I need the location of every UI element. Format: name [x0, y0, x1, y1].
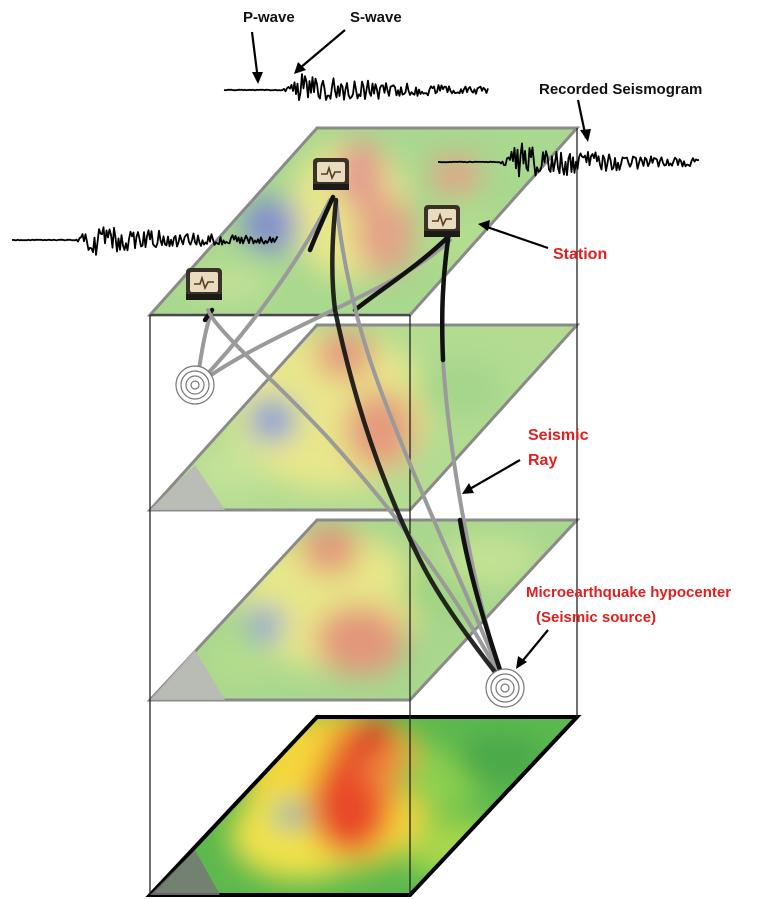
s-wave-label: S-wave [350, 9, 402, 26]
seismometer-station-icon [424, 205, 460, 237]
seismometer-station-icon [313, 158, 349, 190]
seismic-rays-deep-source [206, 197, 508, 688]
seismic-ray-label-line2: Ray [528, 452, 557, 469]
seismogram-right [437, 142, 700, 178]
seismic-ray-label-line1: Seismic [528, 427, 589, 444]
tomography-slice-deep [145, 715, 582, 897]
seismogram-left [11, 226, 279, 256]
concentric-rings-source-icon [485, 668, 525, 708]
seismometer-station-icon [186, 268, 222, 300]
hypocenter-label-line2: (Seismic source) [536, 609, 656, 626]
model-volume-box [149, 128, 578, 895]
leader-arrows [250, 29, 591, 669]
recorded-seismogram-label: Recorded Seismogram [539, 81, 702, 98]
station-label: Station [553, 246, 607, 263]
concentric-rings-source-icon [175, 365, 215, 405]
hypocenter-label-line1: Microearthquake hypocenter [526, 584, 731, 601]
p-wave-label: P-wave [243, 9, 295, 26]
seismogram-top [223, 73, 489, 102]
